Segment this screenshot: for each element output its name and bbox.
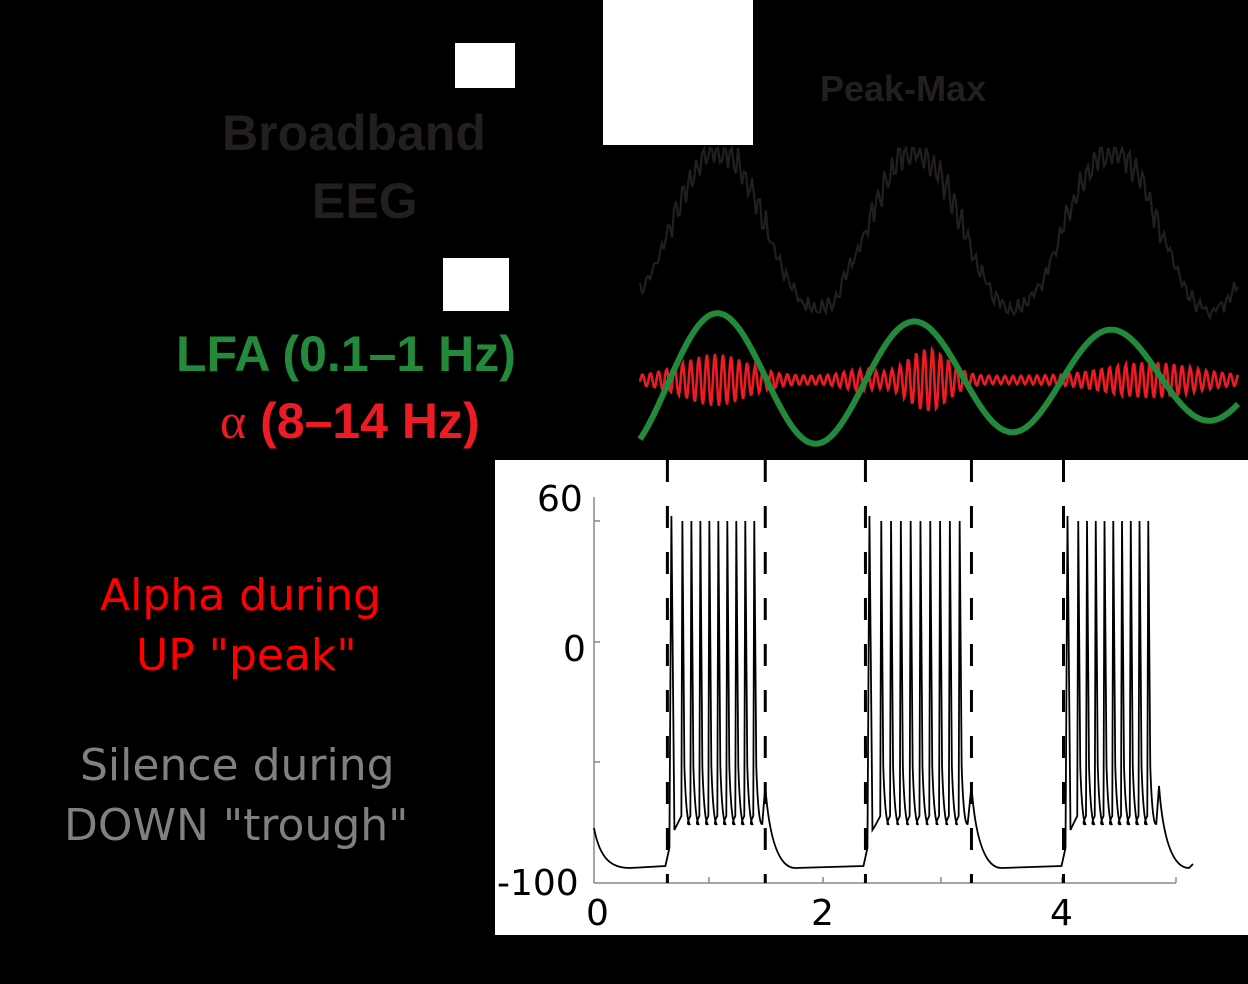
y-tick-minus100: -100: [497, 863, 579, 904]
eeg-traces-plot: [637, 144, 1241, 447]
broadband-eeg-trace: [638, 144, 1239, 322]
y-tick-0: 0: [563, 629, 586, 670]
alpha-during-line2: UP "peak": [136, 630, 357, 681]
alpha-trace: [638, 345, 1240, 413]
y-ticks: [594, 520, 600, 763]
alpha-band-label: α (8–14 Hz): [220, 392, 480, 450]
x-tick-2: 2: [811, 893, 834, 934]
silence-line2: DOWN "trough": [64, 800, 409, 851]
lfa-trace: [637, 310, 1241, 447]
lfa-label: LFA (0.1–1 Hz): [176, 326, 516, 382]
alpha-band-range: (8–14 Hz): [260, 393, 480, 449]
alpha-symbol: α: [220, 393, 247, 449]
redaction-box-1: [455, 43, 515, 88]
alpha-during-line1: Alpha during: [100, 570, 382, 621]
x-ticks: [708, 877, 1177, 883]
x-tick-0: 0: [586, 893, 609, 934]
broadband-label-line2: EEG: [312, 173, 418, 229]
silence-line1: Silence during: [80, 740, 395, 791]
broadband-label-line1: Broadband: [222, 105, 486, 161]
redaction-box-2: [603, 0, 753, 145]
redaction-box-3: [443, 258, 509, 311]
y-tick-60: 60: [537, 479, 583, 520]
x-tick-4: 4: [1050, 893, 1073, 934]
membrane-potential-trace: [593, 515, 1194, 869]
peak-max-title: Peak-Max: [820, 68, 987, 109]
